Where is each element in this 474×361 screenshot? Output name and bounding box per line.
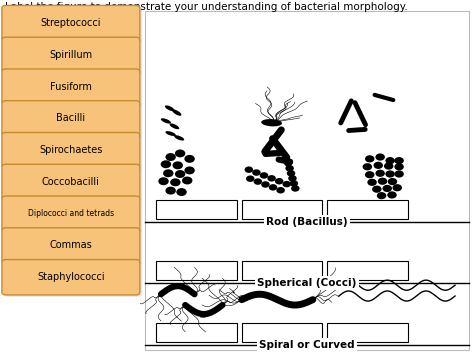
FancyBboxPatch shape — [2, 5, 140, 41]
Ellipse shape — [170, 123, 179, 129]
Bar — [242, 200, 322, 219]
Ellipse shape — [287, 170, 295, 177]
Ellipse shape — [163, 169, 173, 177]
Ellipse shape — [375, 170, 385, 177]
Ellipse shape — [378, 178, 387, 185]
Ellipse shape — [158, 177, 169, 185]
Text: Fusiform: Fusiform — [50, 82, 92, 92]
Bar — [156, 261, 237, 280]
Ellipse shape — [174, 135, 184, 140]
Ellipse shape — [184, 155, 195, 163]
Ellipse shape — [385, 157, 395, 164]
Ellipse shape — [182, 177, 192, 184]
Ellipse shape — [291, 185, 300, 192]
Bar — [242, 261, 322, 280]
FancyBboxPatch shape — [4, 134, 142, 170]
Text: Bacilli: Bacilli — [56, 113, 85, 123]
Text: Spiral or Curved: Spiral or Curved — [259, 340, 355, 350]
FancyBboxPatch shape — [2, 132, 140, 168]
Ellipse shape — [383, 185, 392, 192]
Ellipse shape — [290, 180, 298, 187]
FancyBboxPatch shape — [2, 228, 140, 263]
Ellipse shape — [260, 172, 268, 179]
Ellipse shape — [170, 178, 181, 186]
Ellipse shape — [377, 192, 386, 199]
Ellipse shape — [165, 105, 174, 111]
FancyBboxPatch shape — [4, 39, 142, 74]
Ellipse shape — [173, 161, 183, 169]
Ellipse shape — [254, 178, 262, 185]
Text: Label the figure to demonstrate your understanding of bacterial morphology.: Label the figure to demonstrate your und… — [5, 2, 408, 12]
Ellipse shape — [372, 186, 382, 193]
FancyBboxPatch shape — [2, 260, 140, 295]
Ellipse shape — [172, 109, 182, 116]
Bar — [145, 11, 469, 350]
Text: Staphylococci: Staphylococci — [37, 272, 105, 282]
Text: Spirochaetes: Spirochaetes — [39, 145, 102, 155]
Text: Rod (Bacillus): Rod (Bacillus) — [266, 217, 348, 227]
Bar — [156, 200, 237, 219]
Bar — [242, 323, 322, 342]
Text: Spherical (Cocci): Spherical (Cocci) — [257, 278, 356, 288]
Ellipse shape — [246, 175, 255, 182]
Ellipse shape — [365, 171, 374, 178]
FancyBboxPatch shape — [4, 198, 142, 233]
Ellipse shape — [363, 163, 372, 170]
Ellipse shape — [165, 131, 176, 136]
FancyBboxPatch shape — [2, 101, 140, 136]
Bar — [327, 261, 408, 280]
FancyBboxPatch shape — [2, 69, 140, 104]
FancyBboxPatch shape — [4, 7, 142, 43]
FancyBboxPatch shape — [4, 103, 142, 138]
Ellipse shape — [165, 187, 176, 195]
Ellipse shape — [374, 162, 383, 169]
Ellipse shape — [184, 166, 195, 174]
FancyBboxPatch shape — [2, 164, 140, 200]
FancyBboxPatch shape — [4, 166, 142, 201]
FancyBboxPatch shape — [4, 71, 142, 106]
Ellipse shape — [285, 165, 294, 171]
Ellipse shape — [261, 119, 282, 126]
Bar — [327, 323, 408, 342]
Bar — [156, 323, 237, 342]
Ellipse shape — [275, 178, 283, 184]
Bar — [327, 200, 408, 219]
Ellipse shape — [245, 166, 253, 173]
Ellipse shape — [394, 163, 404, 170]
Ellipse shape — [288, 175, 297, 182]
Ellipse shape — [375, 153, 385, 161]
Ellipse shape — [367, 179, 377, 186]
Ellipse shape — [384, 162, 393, 170]
Ellipse shape — [269, 184, 277, 191]
FancyBboxPatch shape — [4, 261, 142, 297]
Ellipse shape — [161, 160, 171, 168]
FancyBboxPatch shape — [2, 37, 140, 73]
Ellipse shape — [261, 181, 270, 188]
Ellipse shape — [394, 157, 404, 164]
Text: Spirillum: Spirillum — [49, 50, 92, 60]
Ellipse shape — [388, 178, 397, 185]
Ellipse shape — [394, 170, 404, 178]
Ellipse shape — [283, 181, 291, 187]
Ellipse shape — [176, 188, 187, 196]
Ellipse shape — [267, 175, 276, 182]
FancyBboxPatch shape — [2, 196, 140, 231]
Text: Commas: Commas — [49, 240, 92, 251]
Ellipse shape — [175, 149, 185, 157]
Ellipse shape — [276, 187, 285, 193]
Text: Streptococci: Streptococci — [41, 18, 101, 28]
Ellipse shape — [385, 170, 395, 178]
Ellipse shape — [365, 155, 374, 162]
FancyBboxPatch shape — [4, 230, 142, 265]
Text: Coccobacilli: Coccobacilli — [42, 177, 100, 187]
Ellipse shape — [392, 184, 402, 191]
Ellipse shape — [165, 153, 176, 161]
Ellipse shape — [387, 191, 397, 199]
Ellipse shape — [252, 169, 261, 176]
Ellipse shape — [175, 170, 185, 178]
Ellipse shape — [284, 160, 292, 166]
Text: Diplococci and tetrads: Diplococci and tetrads — [28, 209, 114, 218]
Ellipse shape — [161, 118, 171, 123]
